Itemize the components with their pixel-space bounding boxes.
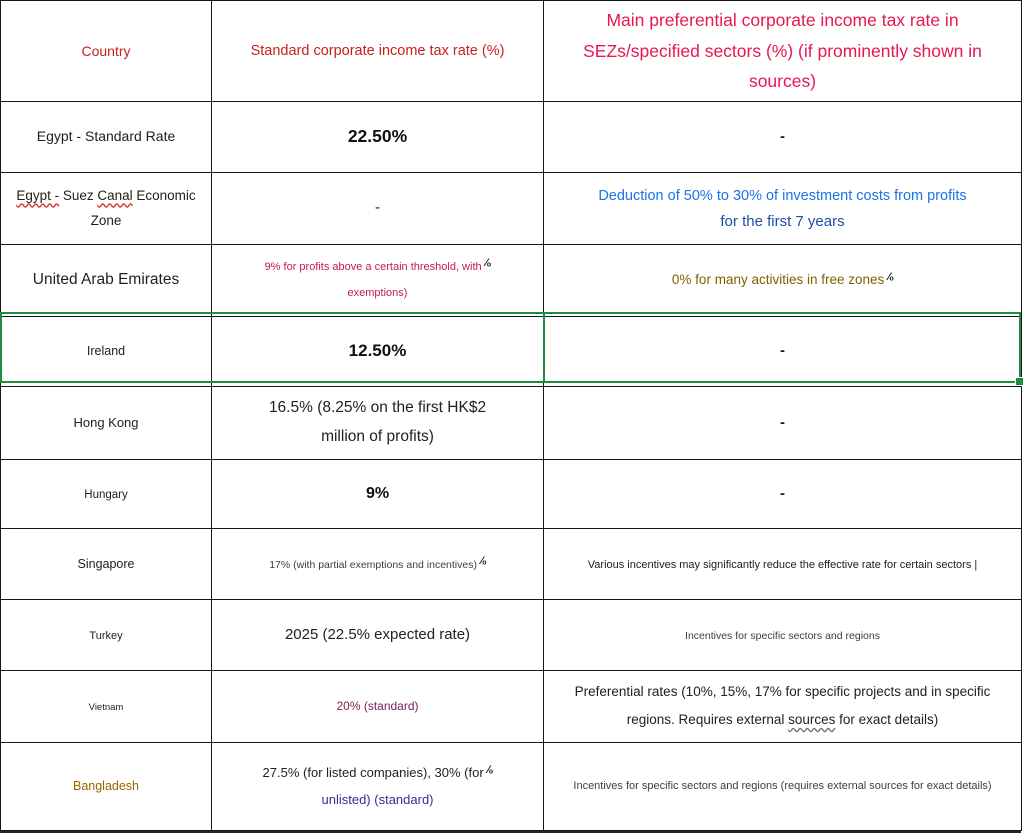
cell-bangladesh-country[interactable]: Bangladesh [0, 741, 212, 831]
selection-fill-handle[interactable] [1015, 377, 1024, 386]
cell-egypt-standard-rate[interactable]: 22.50% [211, 100, 544, 173]
cell-hungary-preferential[interactable]: - [543, 458, 1022, 529]
preferential-value: - [780, 342, 785, 360]
cell-egypt-standard-country[interactable]: Egypt - Standard Rate [0, 100, 212, 173]
header-cell-standard-rate[interactable]: Standard corporate income tax rate (%) [211, 0, 544, 102]
country-label: Egypt - Suez Canal Economic Zone [16, 188, 195, 229]
cell-hong-kong-rate[interactable]: 16.5% (8.25% on the first HK$2 million o… [211, 385, 544, 460]
cell-vietnam-rate[interactable]: 20% (standard) [211, 669, 544, 743]
preferential-value: Preferential rates (10%, 15%, 17% for sp… [554, 678, 1011, 735]
cell-hong-kong-preferential[interactable]: - [543, 385, 1022, 460]
cell-uae-country[interactable]: United Arab Emirates [0, 243, 212, 317]
rate-value: 9% [365, 484, 390, 502]
cell-ireland-country[interactable]: Ireland [0, 315, 212, 387]
preferential-value: - [780, 413, 785, 431]
preferential-value: 0% for many activities in free zones [671, 272, 885, 288]
spellcheck-word: Egypt - [16, 187, 60, 203]
row-turkey: Turkey 2025 (22.5% expected rate) Incent… [0, 598, 1022, 671]
header-row: Country Standard corporate income tax ra… [0, 0, 1022, 102]
preferential-line-1: Deduction of 50% to 30% of investment co… [598, 187, 967, 204]
citation-icon[interactable]: ⁄₀ [487, 764, 494, 777]
cell-ireland-rate[interactable]: 12.50% [211, 315, 544, 387]
cell-turkey-preferential[interactable]: Incentives for specific sectors and regi… [543, 598, 1022, 671]
country-label: United Arab Emirates [32, 271, 180, 289]
rate-line-2: unlisted) (standard) [321, 792, 434, 808]
rate-value: - [375, 199, 380, 217]
row-hong-kong: Hong Kong 16.5% (8.25% on the first HK$2… [0, 385, 1022, 460]
preferential-value: - [780, 127, 785, 145]
header-standard-label: Standard corporate income tax rate (%) [250, 42, 505, 59]
cell-egypt-suez-country[interactable]: Egypt - Suez Canal Economic Zone [0, 171, 212, 245]
cell-hong-kong-country[interactable]: Hong Kong [0, 385, 212, 460]
next-row-border [0, 831, 1021, 833]
row-uae: United Arab Emirates 9% for profits abov… [0, 243, 1022, 317]
citation-icon[interactable]: ⁄₀ [480, 554, 487, 567]
preferential-value: Incentives for specific sectors and regi… [573, 779, 992, 792]
preferential-value: Incentives for specific sectors and regi… [685, 629, 880, 642]
cell-egypt-suez-rate[interactable]: - [211, 171, 544, 245]
cell-bangladesh-rate[interactable]: 27.5% (for listed companies), 30% (for ⁄₀… [211, 741, 544, 831]
preferential-text: for exact details) [835, 712, 939, 728]
country-label: Turkey [89, 629, 123, 642]
row-vietnam: Vietnam 20% (standard) Preferential rate… [0, 669, 1022, 743]
rate-value: 2025 (22.5% expected rate) [284, 625, 471, 643]
cell-egypt-suez-preferential[interactable]: Deduction of 50% to 30% of investment co… [543, 171, 1022, 245]
cell-ireland-preferential[interactable]: - [543, 315, 1022, 387]
country-text: Economic Zone [90, 187, 196, 229]
country-text: Suez [59, 187, 98, 203]
rate-line-2: exemptions) [347, 287, 408, 300]
cell-singapore-rate[interactable]: 17% (with partial exemptions and incenti… [211, 527, 544, 600]
preferential-value: - [780, 484, 785, 502]
cell-vietnam-preferential[interactable]: Preferential rates (10%, 15%, 17% for sp… [543, 669, 1022, 743]
cell-turkey-country[interactable]: Turkey [0, 598, 212, 671]
preferential-text: Preferential rates (10%, 15%, 17% for sp… [574, 684, 991, 728]
rate-value: 16.5% (8.25% on the first HK$2 million o… [268, 399, 487, 445]
spellcheck-word: Canal [97, 187, 133, 203]
cell-vietnam-country[interactable]: Vietnam [0, 669, 212, 743]
rate-value: 17% (with partial exemptions and incenti… [269, 558, 477, 571]
rate-value: 12.50% [348, 341, 407, 361]
preferential-line-2: for the first 7 years [720, 213, 845, 231]
cell-uae-rate[interactable]: 9% for profits above a certain threshold… [211, 243, 544, 317]
country-label: Egypt - Standard Rate [36, 127, 176, 144]
country-label: Hong Kong [73, 414, 139, 430]
row-singapore: Singapore 17% (with partial exemptions a… [0, 527, 1022, 600]
cell-singapore-country[interactable]: Singapore [0, 527, 212, 600]
cell-hungary-rate[interactable]: 9% [211, 458, 544, 529]
row-hungary: Hungary 9% - [0, 458, 1022, 529]
rate-line-1: 27.5% (for listed companies), 30% (for [262, 765, 484, 781]
row-egypt-suez: Egypt - Suez Canal Economic Zone - Deduc… [0, 171, 1022, 245]
country-label: Vietnam [88, 702, 124, 714]
citation-icon[interactable]: ⁄₀ [485, 256, 492, 269]
rate-line-1: 9% for profits above a certain threshold… [264, 260, 482, 273]
row-bangladesh: Bangladesh 27.5% (for listed companies),… [0, 741, 1022, 831]
spellcheck-word: sources [788, 712, 836, 728]
cell-egypt-standard-preferential[interactable]: - [543, 100, 1022, 173]
cell-singapore-preferential[interactable]: Various incentives may significantly red… [543, 527, 1022, 600]
row-ireland: Ireland 12.50% - [0, 315, 1022, 387]
country-label: Ireland [86, 344, 126, 359]
header-cell-preferential-rate[interactable]: Main preferential corporate income tax r… [543, 0, 1022, 102]
preferential-value: Various incentives may significantly red… [587, 558, 978, 571]
header-cell-country[interactable]: Country [0, 0, 212, 102]
country-label: Singapore [77, 556, 135, 571]
header-preferential-label: Main preferential corporate income tax r… [583, 10, 982, 92]
row-egypt-standard: Egypt - Standard Rate 22.50% - [0, 100, 1022, 173]
rate-value: 20% (standard) [336, 699, 419, 714]
citation-icon[interactable]: ⁄₀ [888, 271, 894, 284]
cell-bangladesh-preferential[interactable]: Incentives for specific sectors and regi… [543, 741, 1022, 831]
cell-hungary-country[interactable]: Hungary [0, 458, 212, 529]
rate-value: 22.50% [347, 126, 408, 147]
country-label: Bangladesh [72, 779, 140, 794]
country-label: Hungary [84, 488, 128, 501]
header-country-label: Country [81, 42, 131, 59]
cell-turkey-rate[interactable]: 2025 (22.5% expected rate) [211, 598, 544, 671]
cell-uae-preferential[interactable]: 0% for many activities in free zones ⁄₀ [543, 243, 1022, 317]
